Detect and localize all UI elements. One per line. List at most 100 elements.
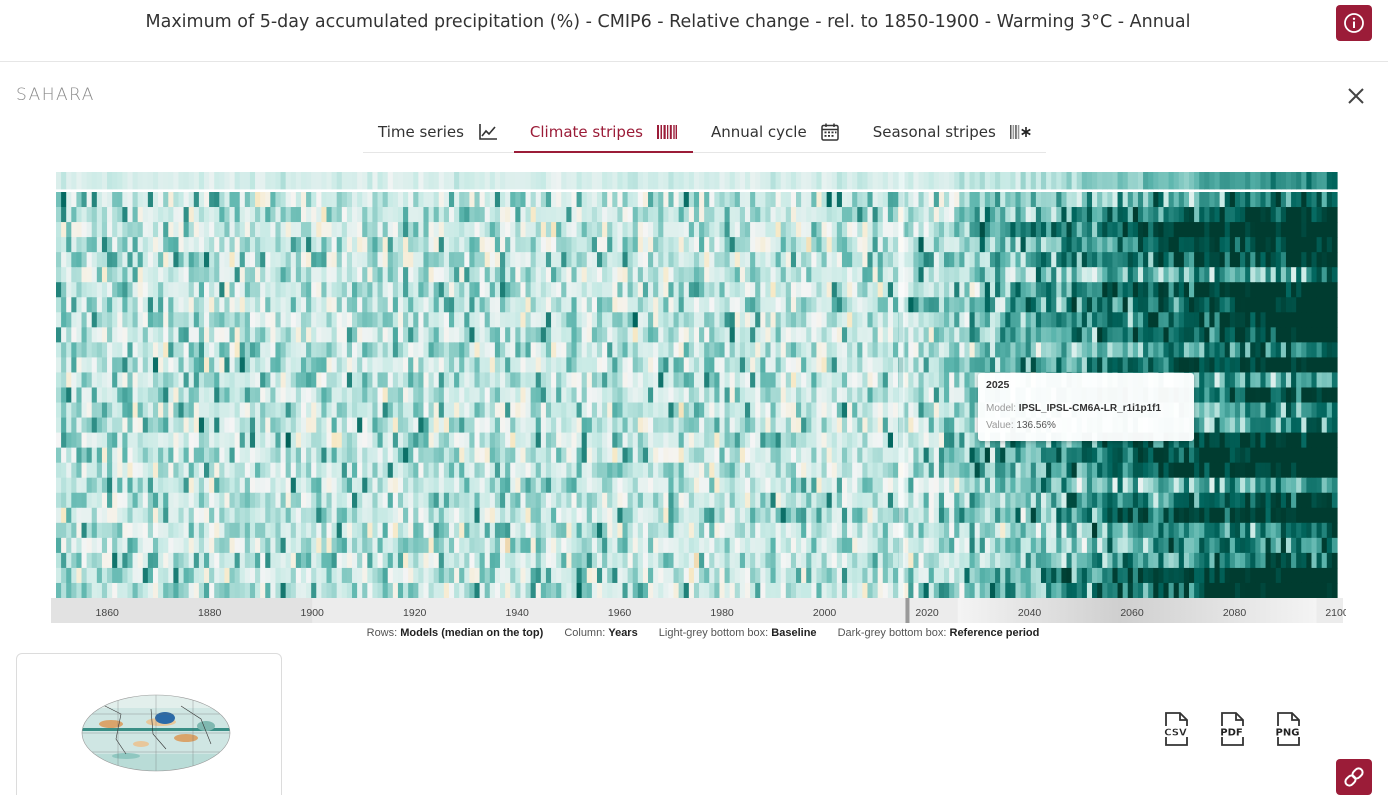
stripe-cell[interactable] xyxy=(1051,207,1057,223)
stripe-cell[interactable] xyxy=(204,312,210,328)
stripe-cell[interactable] xyxy=(1153,357,1159,373)
stripe-cell[interactable] xyxy=(341,282,348,298)
stripe-cell[interactable] xyxy=(489,462,496,479)
stripe-cell[interactable] xyxy=(438,447,445,464)
stripe-cell[interactable] xyxy=(622,462,629,479)
stripe-cell[interactable] xyxy=(81,237,88,253)
stripe-cell[interactable] xyxy=(152,192,159,208)
stripe-cell[interactable] xyxy=(1097,172,1103,190)
stripe-cell[interactable] xyxy=(1071,172,1078,190)
stripe-cell[interactable] xyxy=(642,327,649,343)
stripe-cell[interactable] xyxy=(469,172,476,190)
stripe-cell[interactable] xyxy=(632,282,639,298)
stripe-cell[interactable] xyxy=(535,222,542,238)
stripe-cell[interactable] xyxy=(500,462,506,479)
stripe-cell[interactable] xyxy=(1035,462,1042,479)
stripe-cell[interactable] xyxy=(561,417,567,433)
stripe-cell[interactable] xyxy=(76,327,83,343)
stripe-cell[interactable] xyxy=(530,282,537,298)
stripe-cell[interactable] xyxy=(265,327,271,343)
stripe-cell[interactable] xyxy=(280,252,287,268)
stripe-cell[interactable] xyxy=(765,327,772,343)
stripe-cell[interactable] xyxy=(739,462,746,479)
stripe-cell[interactable] xyxy=(1056,192,1062,208)
stripe-cell[interactable] xyxy=(1020,192,1027,208)
stripe-cell[interactable] xyxy=(1214,207,1221,223)
stripe-cell[interactable] xyxy=(438,357,445,373)
stripe-cell[interactable] xyxy=(1097,462,1103,479)
stripe-cell[interactable] xyxy=(566,417,573,433)
stripe-cell[interactable] xyxy=(1219,222,1226,238)
stripe-cell[interactable] xyxy=(239,372,246,388)
stripe-cell[interactable] xyxy=(566,207,573,223)
stripe-cell[interactable] xyxy=(566,222,573,238)
stripe-cell[interactable] xyxy=(219,342,226,358)
stripe-cell[interactable] xyxy=(1280,372,1287,388)
stripe-cell[interactable] xyxy=(699,297,705,313)
stripe-cell[interactable] xyxy=(790,342,797,358)
stripe-cell[interactable] xyxy=(821,402,828,418)
stripe-cell[interactable] xyxy=(311,172,317,190)
stripe-cell[interactable] xyxy=(933,342,940,358)
stripe-cell[interactable] xyxy=(959,222,966,238)
stripe-cell[interactable] xyxy=(127,462,134,479)
stripe-cell[interactable] xyxy=(255,447,261,464)
stripe-cell[interactable] xyxy=(755,207,761,223)
stripe-cell[interactable] xyxy=(387,327,394,343)
stripe-cell[interactable] xyxy=(96,357,103,373)
stripe-cell[interactable] xyxy=(1209,312,1216,328)
stripe-cell[interactable] xyxy=(729,387,736,403)
stripe-cell[interactable] xyxy=(204,282,210,298)
stripe-cell[interactable] xyxy=(887,267,894,283)
stripe-cell[interactable] xyxy=(178,462,185,479)
stripe-cell[interactable] xyxy=(1010,207,1017,223)
stripe-cell[interactable] xyxy=(770,447,777,464)
stripe-cell[interactable] xyxy=(1000,357,1006,373)
stripe-cell[interactable] xyxy=(183,387,190,403)
stripe-cell[interactable] xyxy=(265,372,271,388)
stripe-cell[interactable] xyxy=(586,372,593,388)
stripe-cell[interactable] xyxy=(770,357,777,373)
stripe-cell[interactable] xyxy=(1326,267,1333,283)
stripe-cell[interactable] xyxy=(352,207,358,223)
stripe-cell[interactable] xyxy=(1240,432,1246,449)
stripe-cell[interactable] xyxy=(448,447,455,464)
stripe-cell[interactable] xyxy=(806,447,812,464)
stripe-cell[interactable] xyxy=(249,222,256,238)
stripe-cell[interactable] xyxy=(796,357,802,373)
stripe-cell[interactable] xyxy=(627,207,634,223)
stripe-cell[interactable] xyxy=(765,252,772,268)
stripe-cell[interactable] xyxy=(954,417,960,433)
stripe-cell[interactable] xyxy=(428,327,435,343)
stripe-cell[interactable] xyxy=(811,297,818,313)
stripe-cell[interactable] xyxy=(1183,447,1190,464)
stripe-cell[interactable] xyxy=(867,342,874,358)
stripe-cell[interactable] xyxy=(734,447,741,464)
stripe-cell[interactable] xyxy=(1086,172,1093,190)
stripe-cell[interactable] xyxy=(785,282,792,298)
stripe-cell[interactable] xyxy=(1189,192,1195,208)
stripe-cell[interactable] xyxy=(811,327,818,343)
stripe-cell[interactable] xyxy=(1076,222,1083,238)
stripe-cell[interactable] xyxy=(826,192,833,208)
stripe-cell[interactable] xyxy=(1331,312,1338,328)
stripe-cell[interactable] xyxy=(403,372,409,388)
stripe-cell[interactable] xyxy=(178,357,185,373)
stripe-cell[interactable] xyxy=(841,417,848,433)
stripe-cell[interactable] xyxy=(1311,312,1318,328)
stripe-cell[interactable] xyxy=(821,207,828,223)
stripe-cell[interactable] xyxy=(469,282,476,298)
stripe-cell[interactable] xyxy=(372,172,379,190)
stripe-cell[interactable] xyxy=(214,432,220,449)
stripe-cell[interactable] xyxy=(326,282,333,298)
stripe-cell[interactable] xyxy=(494,192,501,208)
stripe-cell[interactable] xyxy=(995,207,1001,223)
stripe-cell[interactable] xyxy=(1316,252,1323,268)
stripe-cell[interactable] xyxy=(1153,222,1159,238)
stripe-cell[interactable] xyxy=(367,447,374,464)
stripe-cell[interactable] xyxy=(693,417,700,433)
stripe-cell[interactable] xyxy=(576,297,583,313)
stripe-cell[interactable] xyxy=(362,237,368,253)
stripe-cell[interactable] xyxy=(346,357,353,373)
stripe-cell[interactable] xyxy=(1035,172,1042,190)
